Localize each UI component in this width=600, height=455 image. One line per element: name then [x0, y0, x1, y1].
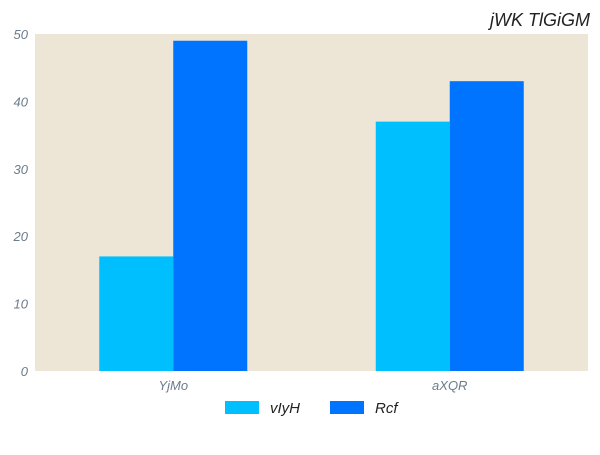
- legend-swatch-vIyH: [225, 401, 259, 414]
- bar-vIyH-YjMo: [99, 256, 174, 371]
- chart-title: jWK TlGiGM: [487, 10, 590, 30]
- x-tick-label: aXQR: [432, 378, 467, 393]
- legend-label-vIyH: vIyH: [270, 400, 300, 417]
- legend-swatch-Rcf: [330, 401, 364, 414]
- y-tick-label: 0: [21, 364, 29, 379]
- legend-label-Rcf: Rcf: [375, 400, 399, 417]
- x-tick-label: YjMo: [158, 378, 188, 393]
- bars-group: [99, 40, 524, 372]
- bar-Rcf-YjMo: [173, 40, 248, 372]
- y-tick-label: 50: [14, 27, 29, 42]
- y-tick-label: 30: [14, 162, 29, 177]
- y-tick-label: 40: [14, 94, 29, 109]
- bar-Rcf-aXQR: [449, 81, 524, 372]
- legend: vIyH Rcf: [225, 400, 399, 417]
- y-tick-label: 20: [13, 229, 29, 244]
- bar-vIyH-aXQR: [375, 121, 450, 372]
- y-axis: 0 10 20 30 40 50: [13, 27, 29, 379]
- x-axis: YjMo aXQR: [158, 378, 467, 393]
- y-tick-label: 10: [14, 297, 29, 312]
